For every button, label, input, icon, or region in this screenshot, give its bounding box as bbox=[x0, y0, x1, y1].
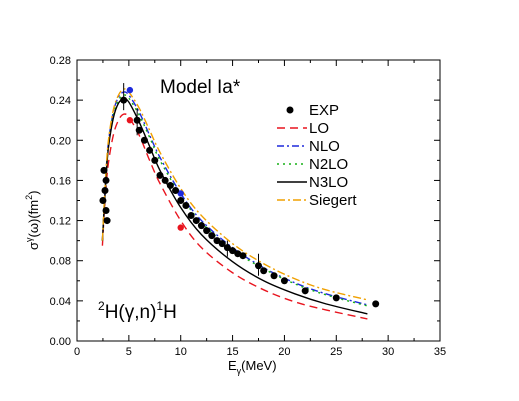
exp-point bbox=[280, 277, 288, 285]
x-tick-label: 30 bbox=[382, 346, 394, 358]
exp-point bbox=[260, 267, 268, 275]
exp-point bbox=[255, 262, 262, 270]
reaction-mass-number-1: 2 bbox=[98, 299, 105, 313]
exp-point bbox=[208, 232, 216, 240]
exp-point bbox=[99, 197, 107, 204]
y-axis-title-end: ) bbox=[26, 191, 41, 195]
curve-n3lo bbox=[101, 98, 368, 315]
y-axis-title-mid: (ω)(fm bbox=[26, 200, 41, 238]
exp-point bbox=[372, 300, 380, 308]
reaction-mass-number-2: 1 bbox=[156, 299, 163, 313]
x-tick-label: 15 bbox=[226, 346, 238, 358]
exp-point bbox=[301, 287, 309, 295]
exp-point bbox=[187, 212, 195, 220]
exp-point bbox=[172, 186, 180, 194]
y-axis-title: σγ(ω)(fm2) bbox=[24, 191, 41, 250]
exp-point bbox=[203, 227, 211, 235]
point-nlo bbox=[177, 190, 184, 197]
curve-lo bbox=[101, 113, 368, 320]
x-tick-label: 0 bbox=[74, 346, 80, 358]
legend-label-siegert: Siegert bbox=[309, 192, 357, 209]
y-axis-title-main: σ bbox=[26, 242, 41, 250]
x-tick-label: 5 bbox=[126, 346, 132, 358]
point-lo bbox=[126, 117, 134, 124]
legend-label-exp: EXP bbox=[309, 102, 339, 119]
plot-frame bbox=[76, 59, 441, 342]
legend-label-lo: LO bbox=[309, 120, 329, 137]
y-tick-label: 0.20 bbox=[50, 135, 71, 147]
legend-label-n3lo: N3LO bbox=[309, 174, 348, 191]
exp-point bbox=[166, 181, 174, 189]
legend-marker-exp bbox=[286, 106, 294, 114]
model-label: Model Ia* bbox=[160, 77, 241, 98]
x-tick-label: 10 bbox=[175, 346, 187, 358]
y-tick-label: 0.04 bbox=[50, 296, 71, 308]
y-axis-title-sup2: 2 bbox=[24, 195, 34, 200]
exp-point bbox=[151, 156, 159, 164]
exp-point bbox=[156, 171, 164, 179]
exp-point bbox=[192, 217, 200, 225]
reaction-product: H bbox=[163, 302, 177, 323]
point-lo bbox=[177, 224, 184, 231]
exp-point bbox=[218, 240, 226, 248]
x-tick-label: 35 bbox=[434, 346, 446, 358]
exp-point bbox=[161, 176, 169, 184]
axis-ticks: 0 5 10 15 20 25 30 35 0.00 0.04 0.08 0.12 0.16 0.20 0.… bbox=[50, 55, 447, 358]
legend-label-nlo: NLO bbox=[309, 138, 340, 155]
exp-point bbox=[101, 186, 109, 194]
exp-point bbox=[146, 146, 154, 154]
exp-point bbox=[102, 176, 110, 184]
exp-point bbox=[135, 126, 143, 134]
reaction-label: 2H(γ,n)1H bbox=[98, 299, 177, 323]
exp-point bbox=[102, 207, 110, 215]
exp-point bbox=[197, 222, 205, 230]
x-tick-label: 20 bbox=[278, 346, 290, 358]
legend-label-n2lo: N2LO bbox=[309, 156, 348, 173]
y-tick-label: 0.12 bbox=[50, 216, 71, 228]
exp-point bbox=[223, 244, 231, 252]
x-tick-label: 25 bbox=[330, 346, 342, 358]
x-axis-title-sub: γ bbox=[237, 366, 242, 376]
data-points bbox=[99, 83, 380, 308]
reaction-main: H(γ,n) bbox=[105, 302, 157, 323]
x-axis-title-main: E bbox=[228, 358, 237, 373]
exp-point bbox=[332, 294, 340, 302]
exp-point bbox=[133, 116, 141, 124]
y-tick-label: 0.08 bbox=[50, 256, 71, 268]
exp-point bbox=[182, 202, 190, 210]
y-tick-label: 0.16 bbox=[50, 175, 71, 187]
exp-point bbox=[229, 247, 237, 255]
exp-point bbox=[103, 217, 111, 225]
exp-point bbox=[270, 272, 278, 280]
exp-point bbox=[239, 252, 247, 260]
y-axis-title-sup1: γ bbox=[24, 237, 34, 242]
x-axis-title-rest: (MeV) bbox=[241, 358, 276, 373]
exp-point bbox=[140, 136, 148, 144]
exp-point bbox=[100, 166, 108, 174]
y-tick-label: 0.24 bbox=[50, 95, 71, 107]
y-tick-label: 0.28 bbox=[50, 55, 71, 67]
exp-point bbox=[120, 96, 128, 104]
exp-point bbox=[213, 237, 221, 245]
exp-point bbox=[177, 197, 185, 204]
x-axis-title: Eγ(MeV) bbox=[228, 358, 277, 376]
point-nlo bbox=[126, 86, 134, 94]
y-tick-label: 0.00 bbox=[50, 336, 71, 348]
